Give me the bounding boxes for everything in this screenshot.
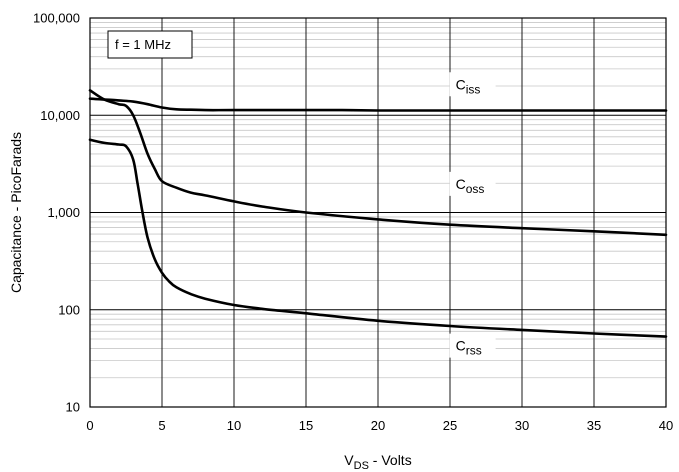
x-tick-label: 15: [299, 418, 313, 433]
series-layer: [88, 89, 668, 338]
x-tick-label: 40: [659, 418, 673, 433]
series-line-crss: [88, 138, 668, 338]
x-tick-label: 10: [227, 418, 241, 433]
y-tick-label: 100,000: [33, 11, 80, 26]
series-label-main: C: [456, 176, 466, 192]
x-tick-labels: 0 5 10 15 20 25 30 35 40: [86, 418, 673, 433]
x-axis-title-main: V: [344, 452, 354, 468]
series-label: Crss: [456, 338, 482, 358]
series-label-backdrop: [449, 333, 496, 358]
y-axis-title: Capacitance - PicoFarads: [8, 132, 24, 293]
x-axis-title-subscript: DS: [354, 460, 369, 472]
x-axis-title: VDS - Volts: [344, 452, 411, 472]
series-label-backdrop: [449, 171, 496, 196]
x-tick-label: 5: [158, 418, 165, 433]
series-label: Coss: [456, 176, 485, 196]
y-tick-label: 100: [58, 302, 80, 317]
annotation-frame: [107, 30, 193, 59]
series-label-main: C: [456, 338, 466, 354]
annotation-box: f = 1 MHz: [107, 30, 193, 59]
series-line-ciss: [88, 97, 668, 112]
series-label-subscript: oss: [466, 182, 485, 196]
x-axis-title-rest: - Volts: [369, 452, 412, 468]
series-label-backdrop: [449, 72, 496, 97]
y-tick-labels: 10 100 1,000 10,000 100,000: [33, 11, 80, 415]
series-label-main: C: [456, 76, 466, 92]
plot-area-frame: [89, 17, 667, 408]
series-line-coss: [88, 89, 668, 237]
x-tick-label: 35: [587, 418, 601, 433]
series-label-subscript: iss: [466, 82, 481, 96]
y-tick-label: 10,000: [40, 108, 80, 123]
annotation-text: f = 1 MHz: [115, 37, 171, 52]
x-tick-label: 20: [371, 418, 385, 433]
x-tick-label: 0: [86, 418, 93, 433]
y-tick-label: 1,000: [47, 205, 80, 220]
series-label-subscript: rss: [466, 344, 482, 358]
series-label: Ciss: [456, 76, 481, 96]
x-tick-label: 30: [515, 418, 529, 433]
x-tick-label: 25: [443, 418, 457, 433]
y-tick-label: 10: [66, 400, 80, 415]
